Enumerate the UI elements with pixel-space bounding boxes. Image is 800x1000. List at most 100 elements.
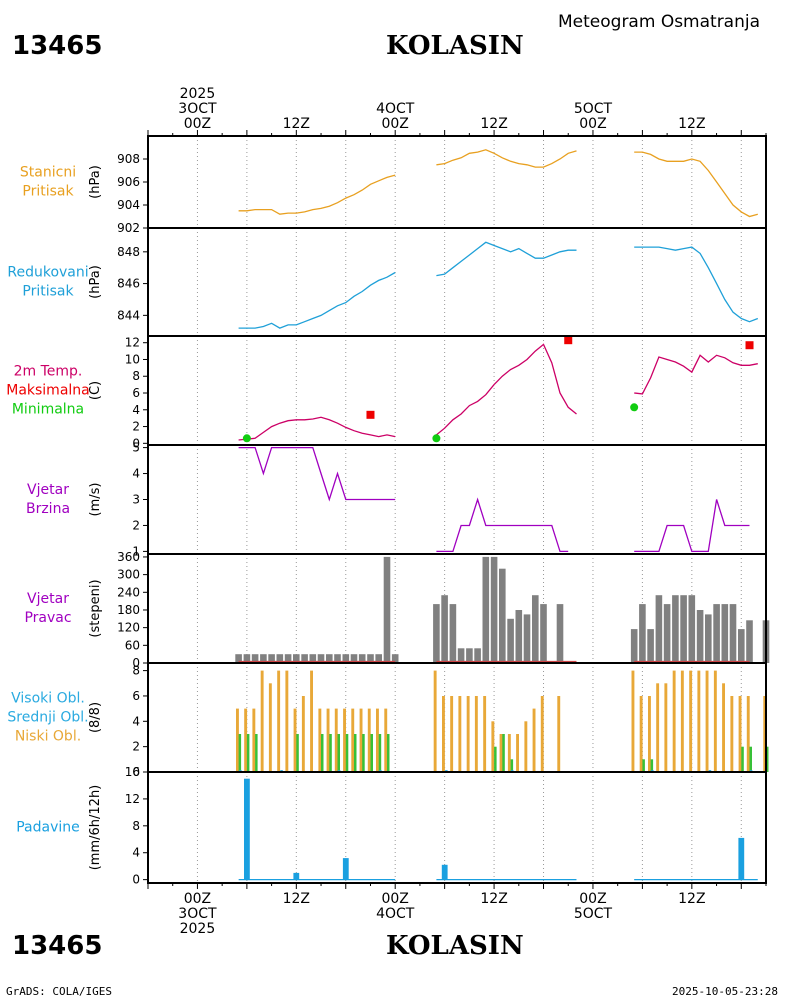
bar	[540, 696, 544, 772]
bar	[642, 759, 645, 772]
bar	[663, 604, 671, 663]
x-time-label-bottom: 00Z	[381, 891, 408, 907]
bar	[376, 708, 379, 772]
x-time-label-top: 12Z	[480, 116, 507, 132]
series-line	[436, 241, 577, 277]
bar	[317, 654, 325, 663]
meteogram-subtitle: Meteogram Osmatranja	[558, 12, 761, 32]
min-temp-marker	[432, 434, 441, 443]
min-temp-marker	[630, 403, 639, 412]
bar	[251, 654, 259, 663]
bar	[656, 683, 660, 772]
bar	[639, 604, 646, 663]
series-line	[634, 151, 758, 218]
bar	[510, 759, 514, 772]
bar	[664, 683, 668, 772]
y-axis-label: (C)	[88, 381, 103, 400]
y-axis-label: (hPa)	[88, 265, 103, 299]
bar	[457, 648, 465, 663]
bar	[301, 654, 308, 663]
bar	[293, 708, 297, 772]
bar	[458, 696, 462, 772]
bar	[293, 872, 300, 880]
x-time-label-bottom: 00Z	[579, 891, 606, 907]
bar	[672, 595, 679, 663]
y-tick-label: 902	[117, 221, 140, 235]
y-tick-label: 4	[132, 403, 140, 417]
series-line	[435, 343, 577, 436]
bar	[378, 734, 382, 772]
bar	[647, 629, 654, 663]
panel-title-line: Pritisak	[22, 284, 74, 300]
bar	[383, 556, 391, 663]
bar	[375, 654, 382, 663]
station-name-top: KOLASIN	[386, 31, 524, 61]
x-time-label-bottom: 5OCT	[574, 906, 613, 922]
panel-title-line: Visoki Obl.	[11, 691, 85, 707]
bar	[362, 734, 365, 772]
bar	[499, 568, 506, 663]
bar	[648, 696, 651, 772]
y-tick-label: 16	[125, 765, 140, 779]
min-temp-marker	[242, 434, 251, 443]
bar	[441, 864, 448, 880]
bar	[689, 670, 693, 772]
bar	[433, 670, 437, 772]
max-temp-marker	[366, 410, 375, 419]
bar	[697, 670, 701, 772]
y-tick-label: 0	[132, 436, 140, 450]
bar	[630, 629, 638, 663]
series-line	[238, 271, 396, 329]
bar	[244, 778, 250, 880]
bar	[749, 746, 752, 772]
bar	[276, 654, 284, 663]
bar	[260, 654, 267, 663]
y-axis-label: (m/s)	[88, 483, 103, 517]
bar	[746, 696, 750, 772]
y-axis-label: (mm/6h/12h)	[88, 785, 103, 871]
y-tick-label: 300	[117, 568, 140, 582]
bar	[523, 614, 531, 663]
bar	[680, 670, 684, 772]
bar	[367, 708, 371, 772]
y-tick-label: 4	[132, 467, 140, 481]
y-tick-label: 10	[125, 352, 140, 366]
bar	[763, 696, 767, 772]
bar	[244, 708, 248, 772]
x-time-label-bottom: 3OCT	[178, 906, 217, 922]
bar	[441, 595, 448, 663]
panel-title-line: Minimalna	[12, 402, 84, 418]
bar	[359, 708, 363, 772]
x-time-label-bottom: 12Z	[283, 891, 310, 907]
x-time-label-top: 00Z	[381, 116, 408, 132]
bar	[482, 556, 490, 663]
bar	[738, 837, 745, 880]
generation-timestamp: 2025-10-05-23:28	[672, 985, 778, 998]
bar	[326, 654, 333, 663]
bar	[329, 734, 332, 772]
bar	[524, 721, 528, 772]
bar	[494, 746, 497, 772]
bar	[532, 708, 536, 772]
bar	[255, 734, 258, 772]
bar	[358, 654, 366, 663]
bar	[337, 734, 340, 772]
bar	[351, 708, 355, 772]
station-id-top: 13465	[12, 31, 103, 61]
grads-credit: GrADS: COLA/IGES	[6, 985, 112, 998]
bar	[741, 746, 744, 772]
x-time-label-top: 00Z	[579, 116, 606, 132]
panel-title-line: Pravac	[24, 610, 71, 626]
series-line	[436, 149, 577, 168]
bar	[705, 614, 712, 663]
y-tick-label: 0	[132, 656, 140, 670]
panel-title-line: Brzina	[26, 501, 70, 517]
x-time-label-bottom: 12Z	[678, 891, 705, 907]
y-tick-label: 904	[117, 198, 140, 212]
series-line	[436, 497, 569, 553]
series-line	[634, 246, 759, 323]
y-tick-label: 908	[117, 152, 140, 166]
y-tick-label: 906	[117, 175, 140, 189]
bar	[507, 618, 514, 663]
